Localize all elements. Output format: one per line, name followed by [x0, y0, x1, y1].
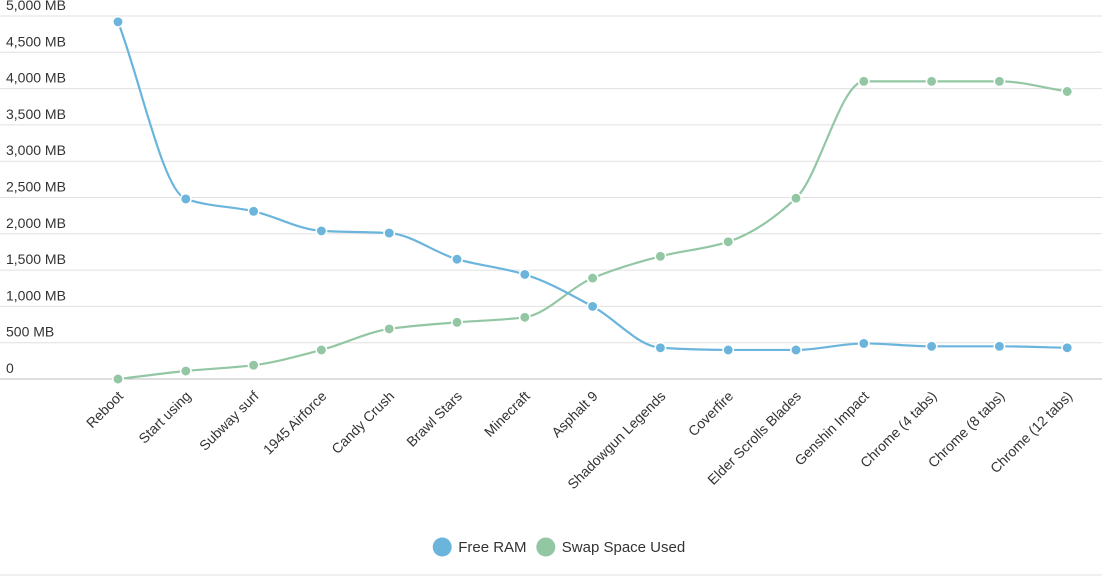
y-tick-label: 500 MB — [6, 324, 54, 340]
series-lines — [116, 21, 1068, 381]
series-line-1 — [117, 80, 1068, 381]
data-point-series-0[interactable] — [790, 344, 802, 356]
x-tick-label: Start using — [135, 388, 194, 447]
data-point-series-1[interactable] — [451, 316, 463, 329]
y-tick-label: 1,000 MB — [6, 287, 66, 303]
data-point-series-0[interactable] — [857, 337, 870, 350]
x-tick-label: Minecraft — [481, 388, 533, 440]
data-point-series-1[interactable] — [315, 344, 328, 356]
legend-marker[interactable] — [536, 537, 556, 557]
data-point-series-0[interactable] — [383, 227, 396, 240]
grid — [0, 15, 1102, 576]
y-tick-label: 4,000 MB — [6, 70, 66, 86]
data-point-series-0[interactable] — [179, 193, 192, 205]
data-point-series-1[interactable] — [586, 272, 599, 285]
x-tick-label: 1945 Airforce — [260, 388, 330, 458]
data-point-series-1[interactable] — [857, 75, 870, 88]
y-tick-label: 0 — [6, 360, 14, 376]
data-point-series-1[interactable] — [179, 365, 192, 377]
y-tick-label: 2,500 MB — [6, 179, 66, 195]
data-point-series-1[interactable] — [518, 311, 531, 324]
y-tick-label: 2,000 MB — [6, 215, 66, 231]
data-point-series-1[interactable] — [993, 75, 1006, 88]
legend[interactable]: Free RAM Swap Space Used — [432, 537, 686, 557]
data-point-series-1[interactable] — [790, 192, 802, 205]
x-tick-label: Reboot — [83, 388, 126, 431]
data-points — [112, 15, 1074, 385]
data-point-series-0[interactable] — [654, 341, 667, 354]
legend-marker[interactable] — [432, 537, 452, 557]
y-tick-label: 3,000 MB — [6, 142, 66, 158]
data-point-series-0[interactable] — [315, 224, 328, 237]
x-tick-label: Asphalt 9 — [548, 388, 601, 441]
data-point-series-0[interactable] — [518, 268, 531, 281]
data-point-series-1[interactable] — [925, 75, 938, 88]
data-point-series-1[interactable] — [112, 373, 124, 385]
y-axis-labels: 0 500 MB 1,000 MB 1,500 MB 2,000 MB 2,500 MB 3… — [6, 0, 66, 376]
data-point-series-1[interactable] — [247, 359, 260, 372]
data-point-series-1[interactable] — [722, 235, 735, 248]
data-point-series-0[interactable] — [451, 253, 463, 266]
y-tick-label: 3,500 MB — [6, 106, 66, 122]
x-tick-label: Subway surf — [196, 388, 262, 454]
data-point-series-0[interactable] — [925, 340, 938, 353]
data-point-series-1[interactable] — [383, 322, 396, 335]
y-tick-label: 1,500 MB — [6, 251, 66, 267]
x-tick-label: Coverfire — [685, 388, 737, 440]
legend-label[interactable]: Free RAM — [458, 539, 526, 556]
y-tick-label: 5,000 MB — [6, 0, 66, 13]
y-tick-label: 4,500 MB — [6, 33, 66, 49]
data-point-series-0[interactable] — [993, 340, 1006, 353]
data-point-series-0[interactable] — [247, 205, 260, 218]
data-point-series-0[interactable] — [112, 15, 124, 28]
x-tick-label: Brawl Stars — [403, 388, 465, 450]
data-point-series-0[interactable] — [586, 300, 599, 313]
data-point-series-0[interactable] — [1061, 341, 1074, 354]
data-point-series-1[interactable] — [1061, 85, 1074, 98]
legend-label[interactable]: Swap Space Used — [562, 539, 685, 556]
data-point-series-0[interactable] — [722, 344, 735, 356]
x-tick-label: Candy Crush — [328, 388, 397, 457]
data-point-series-1[interactable] — [654, 250, 667, 263]
